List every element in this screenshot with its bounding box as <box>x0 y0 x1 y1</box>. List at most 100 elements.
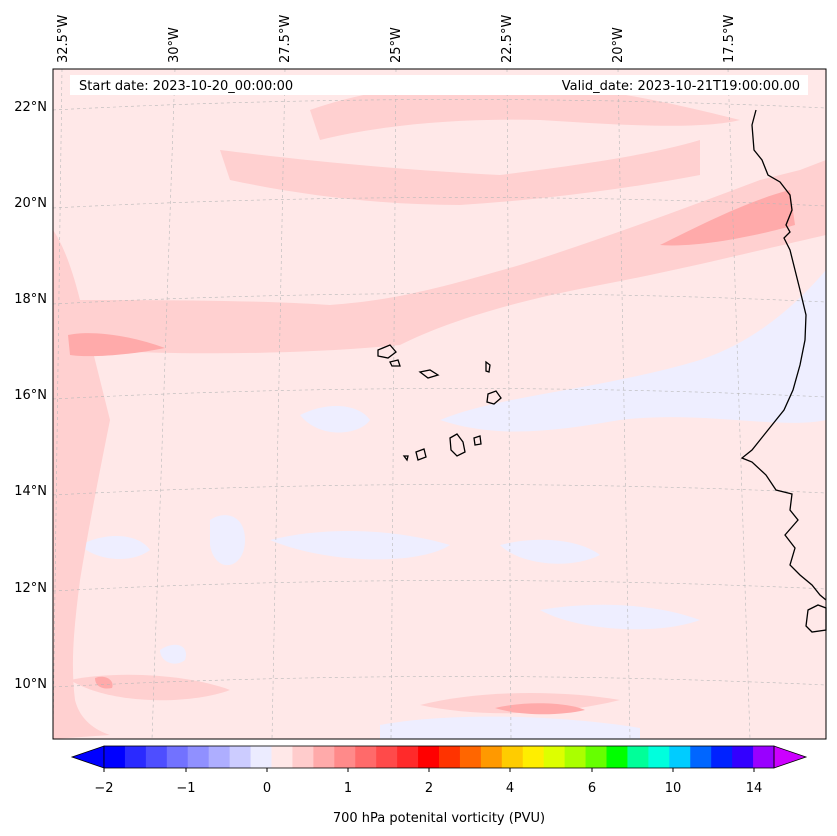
colorbar-tick-label: 2 <box>425 781 433 796</box>
lon-label: 20°W <box>611 27 626 63</box>
colorbar-cell <box>104 746 126 768</box>
colorbar-tick-label: 4 <box>506 781 514 796</box>
lon-label: 22.5°W <box>500 15 515 63</box>
pv-low-region <box>160 644 186 664</box>
longitude-line <box>506 68 512 740</box>
lon-label: 32.5°W <box>56 15 71 63</box>
longitude-line <box>271 68 286 740</box>
colorbar-cell <box>480 746 503 768</box>
pv-high-core <box>95 676 113 689</box>
colorbar-under-arrow <box>70 745 105 769</box>
colorbar-tick-labels: −2 −1 0 1 2 4 6 10 14 <box>94 781 762 796</box>
latitude-line <box>52 484 827 496</box>
colorbar-tick-label: 0 <box>263 781 271 796</box>
map-panel <box>52 68 827 740</box>
island <box>486 390 502 405</box>
colorbar-cell <box>522 746 545 768</box>
latitude-line <box>52 580 827 592</box>
pv-low-region <box>270 530 450 560</box>
lat-label: 10°N <box>14 677 47 692</box>
colorbar-cell <box>187 746 210 768</box>
colorbar-cell <box>397 746 419 768</box>
colorbar-cell <box>229 746 252 768</box>
colorbar-cell <box>543 746 566 768</box>
island <box>449 433 466 457</box>
start-date-label: Start date: 2023-10-20_00:00:00 <box>79 79 293 94</box>
pv-low-region <box>380 716 640 739</box>
coastlines <box>377 109 827 633</box>
longitude-labels: 32.5°W 30°W 27.5°W 25°W 22.5°W 20°W 17.5… <box>56 15 737 63</box>
colorbar-cell <box>292 746 314 768</box>
colorbar-tick-label: 1 <box>344 781 352 796</box>
africa-coastline <box>740 109 827 601</box>
colorbar-over-arrow <box>773 745 808 769</box>
pv-low-region <box>80 535 150 560</box>
colorbar-cell <box>313 746 335 768</box>
longitude-line <box>151 68 176 740</box>
pv-band <box>310 81 740 140</box>
colorbar-cell <box>690 746 712 768</box>
longitude-line <box>617 68 631 740</box>
colorbar-cell <box>271 746 293 768</box>
colorbar-cell <box>145 746 168 768</box>
colorbar-ticks <box>103 768 755 772</box>
colorbar: −2 −1 0 1 2 4 6 10 14 700 hPa potenital … <box>70 745 808 826</box>
island <box>389 359 401 367</box>
colorbar-cell <box>711 746 733 768</box>
colorbar-cell <box>459 746 482 768</box>
island <box>415 448 427 461</box>
colorbar-cell <box>627 746 649 768</box>
island <box>485 360 491 373</box>
island <box>377 344 397 359</box>
lon-label: 25°W <box>389 27 404 63</box>
graticule <box>52 68 827 740</box>
colorbar-cell <box>124 746 147 768</box>
island <box>402 455 409 462</box>
pv-low-region <box>300 405 370 433</box>
pv-low-region <box>500 539 600 564</box>
longitude-line <box>390 68 397 740</box>
colorbar-tick-label: −1 <box>176 781 195 796</box>
colorbar-cell <box>648 746 670 768</box>
pv-low-region <box>440 270 826 432</box>
colorbar-cell <box>606 746 628 768</box>
colorbar-cell <box>669 746 691 768</box>
longitude-line <box>52 68 63 740</box>
colorbar-cell <box>166 746 189 768</box>
colorbar-cell <box>376 746 398 768</box>
lon-label: 27.5°W <box>278 15 293 63</box>
pv-high-core <box>68 333 165 357</box>
colorbar-cell <box>208 746 231 768</box>
latitude-line <box>52 197 827 209</box>
latitude-labels: 22°N 20°N 18°N 16°N 14°N 12°N 10°N <box>14 100 47 692</box>
pv-band <box>220 140 700 205</box>
valid-date-label: Valid_date: 2023-10-21T19:00:00.00 <box>562 79 800 94</box>
colorbar-cell <box>334 746 356 768</box>
colorbar-cell <box>585 746 607 768</box>
pv-band <box>53 230 110 739</box>
colorbar-tick-label: 14 <box>746 781 763 796</box>
date-banner <box>70 75 808 95</box>
colorbar-tick-label: −2 <box>94 781 113 796</box>
lat-label: 18°N <box>14 292 47 307</box>
colorbar-cells <box>104 746 775 768</box>
lon-label: 17.5°W <box>722 15 737 63</box>
latitude-line <box>52 293 827 305</box>
pv-high-core <box>660 190 795 246</box>
lat-label: 14°N <box>14 484 47 499</box>
colorbar-tick-label: 10 <box>665 781 682 796</box>
pv-band <box>60 160 826 354</box>
latitude-line <box>52 99 827 111</box>
lat-label: 16°N <box>14 388 47 403</box>
pv-contours <box>53 81 826 739</box>
colorbar-cell <box>439 746 461 768</box>
pv-low-region <box>540 604 700 630</box>
colorbar-cell <box>732 746 754 768</box>
colorbar-frame <box>103 745 775 769</box>
colorbar-title: 700 hPa potenital vorticity (PVU) <box>333 811 545 826</box>
latitude-line <box>52 676 827 688</box>
lat-label: 12°N <box>14 581 47 596</box>
lat-label: 20°N <box>14 196 47 211</box>
longitude-line <box>727 68 751 740</box>
